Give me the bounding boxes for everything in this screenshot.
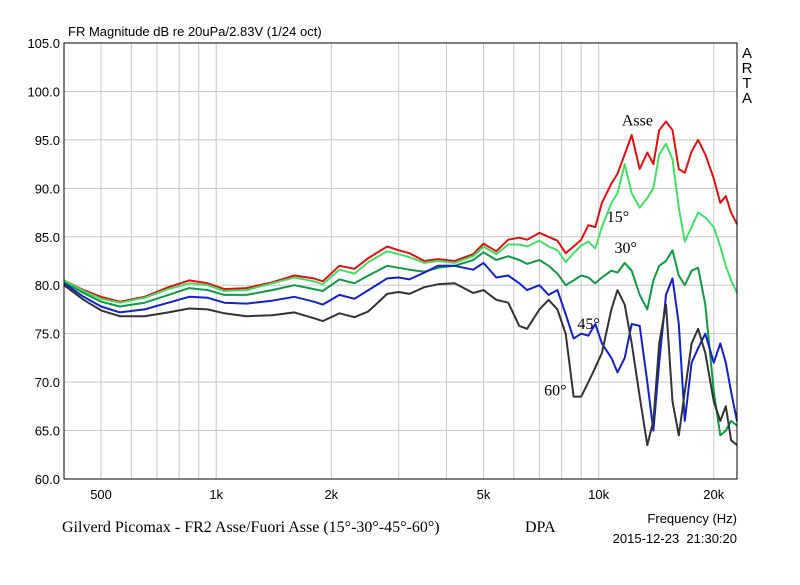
series-label-3: 45° [577,316,599,333]
y-tick-label: 85.0 [35,230,60,245]
watermark-letter: A [742,90,752,107]
y-tick-label: 105.0 [27,36,60,51]
y-tick-label: 90.0 [35,181,60,196]
x-tick-label: 2k [324,487,338,502]
series-line-1 [63,142,738,304]
y-tick-label: 75.0 [35,327,60,342]
series-group [63,120,738,447]
x-tick-label: 10k [588,487,609,502]
plot-frame [63,42,738,480]
timestamp: 2015-12-23 21:30:20 [613,531,737,546]
series-label-2: 30° [614,240,636,257]
x-tick-label: 20k [703,487,724,502]
watermark-letter: R [742,60,753,77]
series-label-1: 15° [607,209,629,226]
series-line-3 [63,261,738,432]
series-line-2 [63,249,738,437]
y-tick-label: 65.0 [35,424,60,439]
chart-subtitle: Gilverd Picomax - FR2 Asse/Fuori Asse (1… [62,519,440,536]
y-tick-label: 80.0 [35,278,60,293]
watermark-letter: T [742,75,751,92]
series-label-0: Asse [622,112,653,129]
y-tick-label: 95.0 [35,133,60,148]
watermark-letter: A [742,45,752,62]
series-line-4 [63,282,738,447]
y-tick-label: 60.0 [35,472,60,487]
x-axis-label: Frequency (Hz) [647,511,737,526]
x-tick-label: 1k [209,487,223,502]
series-labels: Asse 15° 30° 45° 60° [544,112,653,399]
x-axis-ticks: 500 1k 2k 5k 10k 20k [90,487,725,502]
y-tick-label: 70.0 [35,375,60,390]
chart-title: FR Magnitude dB re 20uPa/2.83V (1/24 oct… [68,24,322,39]
series-label-4: 60° [544,383,566,400]
x-tick-label: 5k [477,487,491,502]
series-line-0 [63,120,738,303]
x-tick-label: 500 [90,487,112,502]
y-axis-ticks: 60.0 65.0 70.0 75.0 80.0 85.0 90.0 95.0 100.0 105… [27,36,60,487]
y-tick-label: 100.0 [27,84,60,99]
chart-tag: DPA [525,519,556,536]
